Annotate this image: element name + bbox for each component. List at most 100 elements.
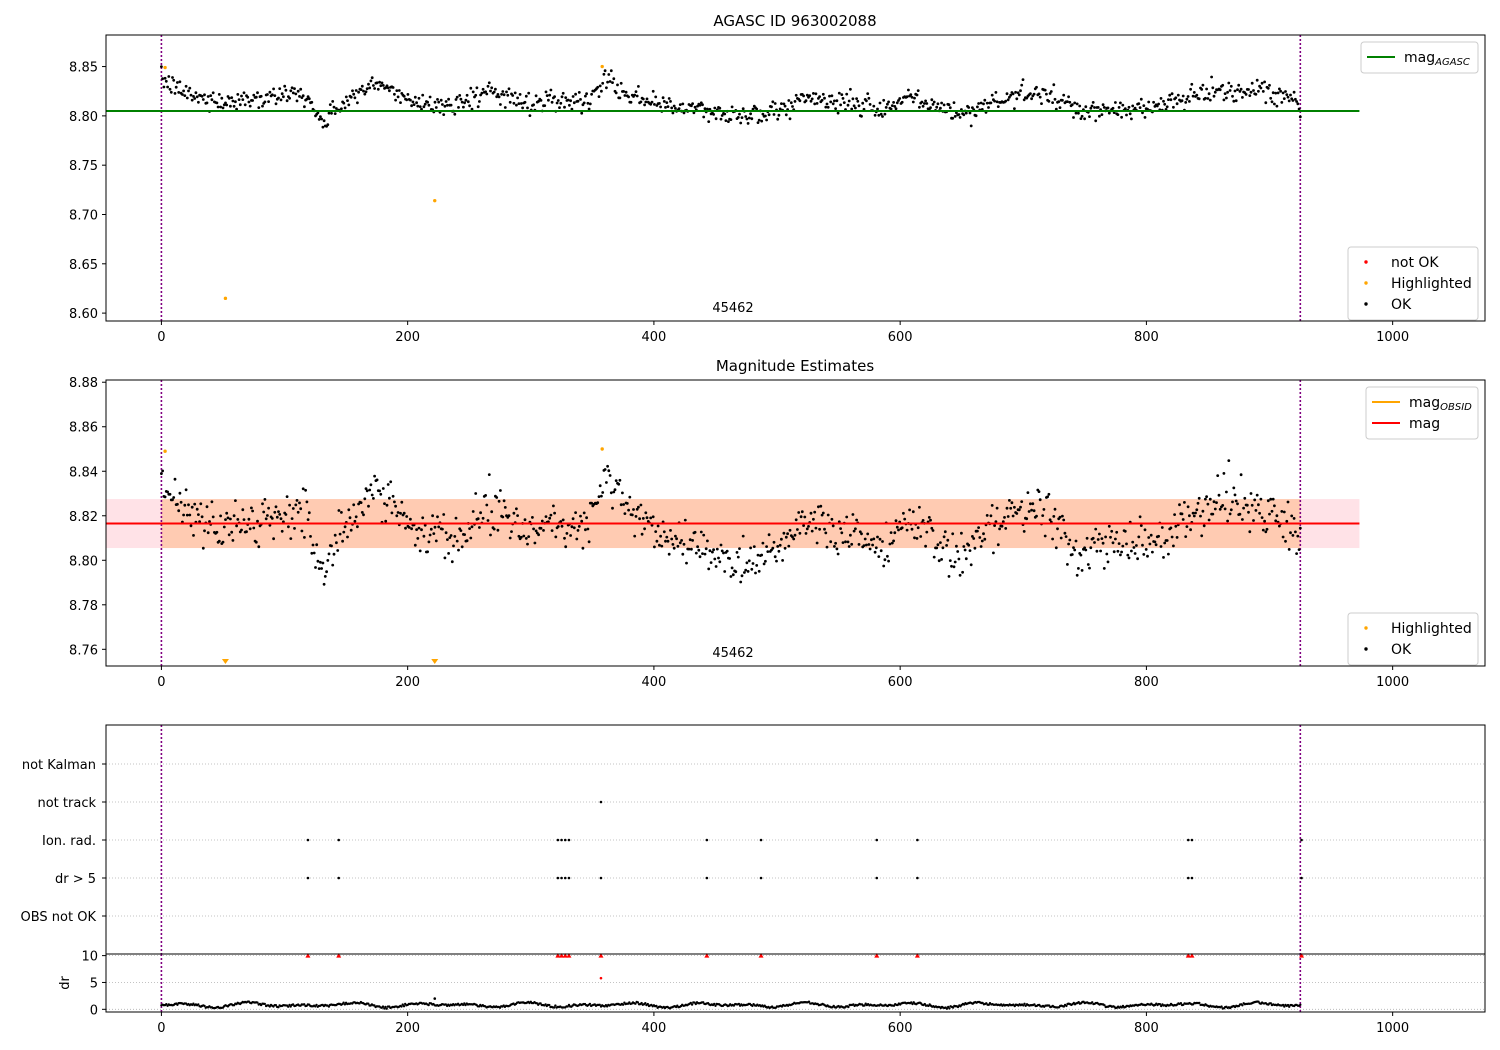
panel-1-ok-point	[251, 99, 255, 102]
panel-2-ok-point	[448, 536, 452, 539]
panel-1-ok-point	[865, 99, 868, 103]
panel-1-ok-point	[503, 106, 507, 109]
panel-1-ok-point	[1119, 101, 1122, 105]
panel-2-ok-point	[217, 539, 221, 543]
panel-1-ok-point	[606, 80, 609, 84]
panel-1-ok-point	[1287, 99, 1291, 103]
panel-1-ok-point	[201, 98, 205, 101]
panel-1-ok-point	[427, 103, 431, 107]
panel-2-ok-point	[1010, 501, 1014, 505]
panel-1-ok-point	[712, 113, 715, 116]
panel-1-ok-point	[767, 113, 771, 117]
panel-2-ok-point	[1223, 507, 1227, 511]
panel-1-ok-point	[268, 90, 272, 94]
panel-2-ok-point	[1056, 527, 1059, 531]
panel-2-ok-point	[1275, 514, 1279, 518]
panel-2-ok-point	[780, 537, 783, 541]
panel-1-ok-point	[791, 105, 794, 108]
panel-2-ok-point	[1195, 508, 1199, 512]
panel-1-ok-point	[571, 95, 575, 98]
panel-2-ok-point	[201, 546, 205, 550]
panel-2-ok-point	[359, 501, 363, 504]
panel-2-ok-point	[590, 501, 593, 505]
dr-point	[655, 1004, 658, 1008]
dr-point	[1179, 1002, 1183, 1005]
panel-2-ok-point	[410, 527, 413, 531]
panel-1-ok-point	[585, 92, 588, 96]
panel-2-ok-point	[734, 570, 738, 574]
panel-2-ok-point	[327, 552, 331, 556]
panel-1-ok-point	[840, 93, 844, 96]
panel-1-ok-point	[446, 103, 449, 107]
panel-1-ok-point	[633, 93, 637, 97]
panel-2-ok-point	[495, 496, 499, 499]
panel-2-ok-point	[1259, 497, 1263, 501]
panel-2-ok-point	[270, 517, 274, 520]
panel-2-ok-point	[955, 544, 958, 548]
panel-1-x-tick-label: 200	[395, 330, 420, 345]
panel-2-ok-point	[833, 545, 836, 548]
panel-1-ok-point	[282, 95, 285, 99]
panel-1-ok-point	[332, 105, 336, 109]
panel-2-ok-point	[245, 530, 248, 534]
panel-1-ok-point	[789, 101, 793, 105]
panel-2-ok-point	[807, 525, 810, 528]
panel-2-ok-point	[714, 565, 718, 568]
panel-2-ok-point	[1015, 512, 1019, 515]
panel-2-ok-point	[900, 526, 904, 530]
panel-2-ok-point	[373, 474, 376, 478]
panel-1-ok-point	[651, 89, 655, 93]
panel-1-ok-point	[465, 93, 469, 97]
panel-2-ok-point	[872, 537, 876, 541]
dr-point	[714, 1004, 717, 1007]
panel-2-ok-point	[643, 527, 646, 531]
panel-1-ok-point	[669, 100, 672, 103]
panel-2-ok-point	[176, 502, 179, 506]
panel-2-ok-point	[1083, 546, 1086, 550]
panel-1-ok-point	[649, 102, 653, 106]
panel-1-ok-point	[1020, 83, 1024, 87]
panel-2-ok-point	[888, 542, 892, 546]
panel-1-ok-point	[238, 103, 242, 107]
panel-1-ok-point	[812, 92, 815, 95]
panel-2-ok-point	[711, 550, 714, 554]
panel-1-ok-point	[1066, 100, 1069, 103]
panel-1-ok-point	[480, 91, 484, 95]
panel-2-ok-point	[190, 505, 194, 509]
panel-2-ok-point	[353, 519, 357, 523]
panel-2-ok-point	[749, 546, 752, 550]
panel-2-ok-point	[1061, 514, 1064, 518]
panel-2-ok-point	[851, 513, 855, 516]
panel-2-ok-point	[1297, 548, 1301, 551]
panel-1-ok-point	[783, 104, 787, 108]
panel-1-ok-point	[1019, 89, 1022, 93]
panel-2-ok-point	[667, 552, 671, 556]
panel-1-y-tick-label: 8.80	[69, 110, 98, 125]
panel-2-ok-point	[1020, 500, 1024, 503]
panel-2-ok-point	[1080, 569, 1084, 572]
panel-2-ok-point	[369, 483, 373, 487]
panel-2-ok-point	[943, 530, 947, 534]
panel-2-ok-point	[772, 540, 776, 544]
panel-1-lower-legend-dot-swatch	[1364, 281, 1368, 285]
panel-1-ok-point	[830, 94, 834, 98]
panel-2-ok-point	[630, 513, 634, 517]
panel-1-ok-point	[788, 117, 792, 121]
panel-1-ok-point	[878, 101, 882, 105]
panel-2-ok-point	[471, 510, 475, 513]
panel-1-ok-point	[402, 94, 406, 98]
panel-1-ok-point	[289, 89, 293, 93]
panel-1-ok-point	[1234, 99, 1238, 103]
panel-2-ok-point	[247, 517, 251, 521]
panel-1-ok-point	[976, 105, 979, 109]
panel-1-ok-point	[947, 103, 951, 107]
panel-2-ok-point	[886, 554, 889, 558]
panel-4-x-tick-label: 800	[1134, 1021, 1159, 1036]
panel-2-ok-point	[670, 537, 674, 541]
panel-1-ok-point	[211, 91, 215, 95]
panel-1-ok-point	[367, 82, 370, 86]
panel-2-ok-point	[788, 528, 792, 532]
panel-2-ok-point	[745, 561, 749, 565]
panel-2-ok-point	[698, 555, 702, 559]
panel-1-ok-point	[1296, 102, 1300, 106]
